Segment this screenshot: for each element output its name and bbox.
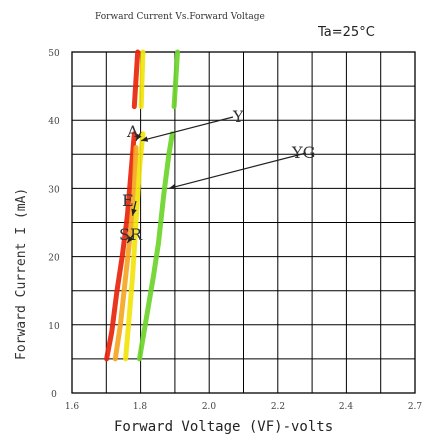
y-tick-labels: 0 10 20 30 40 50: [48, 49, 60, 400]
x-tick-label: 2.2: [271, 402, 285, 412]
series-line-yg: [171, 49, 180, 110]
series-line-sr: [104, 131, 137, 362]
annotation-label-yg: YG: [291, 143, 315, 162]
x-tick-label: 2.4: [339, 402, 354, 412]
y-tick-label: 50: [48, 49, 60, 59]
y-tick-label: 40: [48, 117, 60, 127]
annotation-leader-yg: [168, 152, 307, 189]
series-line-y: [123, 131, 146, 362]
annotation-label-y: Y: [232, 107, 244, 126]
series-line-e: [112, 145, 139, 362]
series-line-yg: [137, 131, 175, 362]
plot-grid: [71, 51, 416, 394]
annotation-leader-y: [141, 116, 234, 142]
annotation-arrowhead: [131, 208, 137, 216]
x-tick-label: 1.6: [65, 402, 80, 412]
y-axis-label: Forward Current I (mA): [14, 188, 29, 360]
x-axis-label: Forward Voltage (VF)-volts: [114, 419, 333, 435]
annotations: A Y YG E SR: [119, 107, 315, 244]
series-line-a: [131, 49, 141, 110]
annotation-arrowhead: [127, 236, 134, 243]
x-tick-label: 2.7: [408, 402, 423, 412]
annotation-arrowhead: [168, 184, 176, 190]
y-tick-label: 0: [51, 390, 57, 400]
annotation-label-e: E: [122, 191, 134, 210]
series-lines: [104, 49, 180, 362]
series-line-y: [138, 49, 146, 110]
annotation-arrowhead: [141, 136, 149, 142]
x-tick-label: 2.0: [202, 402, 217, 412]
annotation-label-a: A: [126, 122, 139, 141]
y-tick-label: 20: [48, 254, 60, 264]
x-tick-labels: 1.6 1.8 2.0 2.2 2.4 2.7: [65, 402, 423, 412]
chart-title: Forward Current Vs.Forward Voltage: [95, 12, 265, 22]
condition-label: Ta=25°C: [317, 25, 375, 40]
y-tick-label: 10: [48, 322, 60, 332]
y-tick-label: 30: [48, 185, 60, 195]
x-tick-label: 1.8: [133, 402, 148, 412]
annotation-label-sr: SR: [119, 225, 143, 244]
annotation-arrowhead: [136, 133, 142, 141]
